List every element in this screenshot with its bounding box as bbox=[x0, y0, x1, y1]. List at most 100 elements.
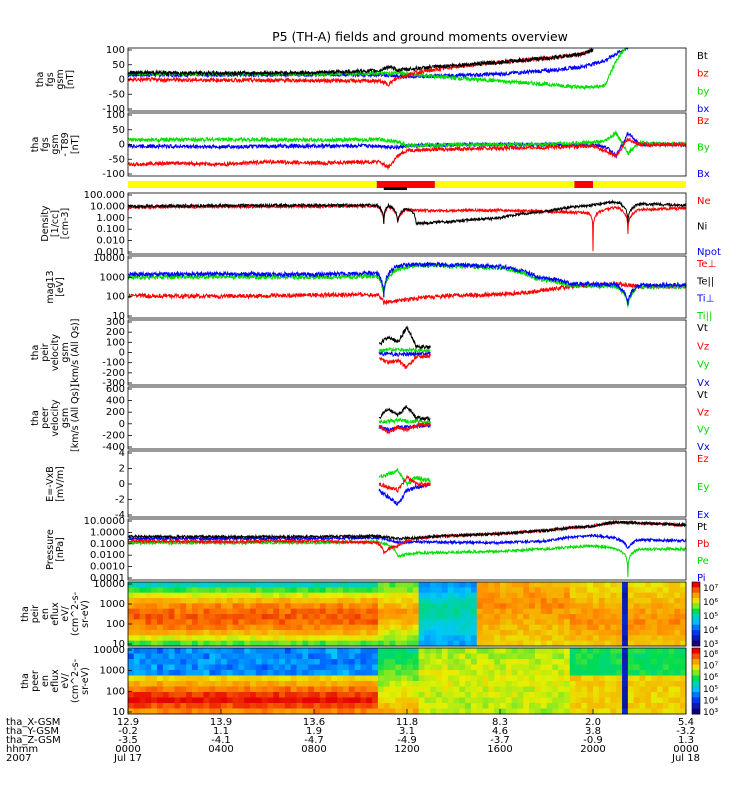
spectrogram-cell bbox=[424, 582, 431, 588]
spectrogram-cell bbox=[534, 708, 542, 715]
spectrogram-cell bbox=[534, 681, 542, 687]
spectrogram-cell bbox=[511, 587, 518, 594]
spectrogram-cell bbox=[139, 603, 146, 610]
spectrogram-cell bbox=[482, 697, 489, 704]
spectrogram-cell bbox=[505, 675, 513, 682]
spectrogram-cell bbox=[191, 675, 199, 682]
spectrogram-cell bbox=[668, 603, 675, 610]
spectrogram-cell bbox=[552, 703, 559, 709]
spectrogram-cell bbox=[255, 692, 263, 698]
spectrogram-cell bbox=[197, 675, 205, 682]
spectrogram-cell bbox=[337, 670, 344, 676]
spectrogram-cell bbox=[668, 686, 675, 693]
spectrogram-cell bbox=[221, 640, 228, 647]
spectrogram-cell bbox=[587, 648, 594, 654]
spectrogram-cell bbox=[459, 686, 466, 693]
spectrogram-cell bbox=[395, 587, 402, 594]
spectrogram-cell bbox=[221, 587, 228, 594]
spectrogram-cell bbox=[558, 692, 565, 698]
spectrogram-cell bbox=[505, 648, 513, 654]
spectrogram-cell bbox=[494, 648, 501, 654]
spectrogram-cell bbox=[383, 659, 391, 665]
spectrogram-cell bbox=[157, 582, 164, 588]
spectrogram-cell bbox=[168, 624, 175, 631]
spectrogram-cell bbox=[494, 587, 501, 594]
spectrogram-cell bbox=[552, 630, 559, 636]
spectrogram-cell bbox=[418, 592, 425, 599]
spectrogram-cell bbox=[453, 659, 460, 665]
spectrogram-cell bbox=[337, 614, 344, 620]
spectrogram-cell bbox=[517, 692, 524, 698]
spectrogram-cell bbox=[476, 664, 484, 671]
spectrogram-cell bbox=[436, 686, 443, 693]
spectrogram-cell bbox=[581, 703, 588, 709]
spectrogram-cell bbox=[627, 598, 635, 604]
spectrogram-cell bbox=[604, 648, 611, 654]
spectrogram-cell bbox=[476, 592, 484, 599]
spectrogram-cell bbox=[151, 692, 158, 698]
spectrogram-cell bbox=[552, 686, 559, 693]
spectrogram-cell bbox=[186, 648, 193, 654]
spectrogram-cell bbox=[500, 664, 507, 671]
spectrogram-cell bbox=[337, 640, 344, 647]
spectrogram-cell bbox=[319, 659, 327, 665]
spectrogram-cell bbox=[511, 664, 518, 671]
spectrogram-cell bbox=[162, 670, 170, 676]
spectrogram-cell bbox=[412, 708, 420, 715]
spectrogram-cell bbox=[587, 635, 594, 642]
time-tick-label: 1600 bbox=[487, 744, 512, 755]
spectrogram-cell bbox=[529, 670, 536, 676]
series-line-Vt bbox=[378, 404, 431, 422]
spectrogram-cell bbox=[645, 670, 652, 676]
spectrogram-cell bbox=[668, 664, 675, 671]
spectrogram-cell bbox=[319, 624, 327, 631]
y-tick-label: 10000 bbox=[93, 579, 125, 590]
spectrogram-cell bbox=[157, 692, 164, 698]
spectrogram-cell bbox=[226, 708, 234, 715]
spectrogram-cell bbox=[616, 640, 623, 647]
spectrogram-cell bbox=[180, 659, 187, 665]
y-axis-label: mag13 bbox=[45, 270, 56, 303]
spectrogram-cell bbox=[145, 608, 152, 615]
spectrogram-cell bbox=[145, 659, 152, 665]
spectrogram-cell bbox=[162, 640, 170, 647]
spectrogram-cell bbox=[662, 703, 670, 709]
spectrogram-cell bbox=[459, 670, 466, 676]
ephemeris-value: -0.2 bbox=[118, 726, 138, 737]
spectrogram-cell bbox=[308, 630, 315, 636]
spectrogram-cell bbox=[558, 648, 565, 654]
mode-bar-segment bbox=[434, 181, 575, 188]
spectrogram-cell bbox=[488, 659, 495, 665]
spectrogram-cell bbox=[639, 603, 646, 610]
spectrogram-cell bbox=[395, 708, 402, 715]
spectrogram-cell bbox=[366, 608, 373, 615]
spectrogram-cell bbox=[593, 598, 600, 604]
spectrogram-cell bbox=[250, 659, 257, 665]
spectrogram-cell bbox=[581, 708, 588, 715]
spectrogram-cell bbox=[639, 635, 646, 642]
spectrogram-cell bbox=[354, 670, 361, 676]
spectrogram-cell bbox=[273, 675, 280, 682]
spectrogram-cell bbox=[203, 675, 210, 682]
spectrogram-cell bbox=[581, 582, 588, 588]
spectrogram-cell bbox=[546, 592, 553, 599]
spectrogram-cell bbox=[284, 648, 292, 654]
spectrogram-cell bbox=[319, 582, 327, 588]
spectrogram-cell bbox=[511, 659, 518, 665]
spectrogram-cell bbox=[407, 708, 414, 715]
spectrogram-cell bbox=[302, 635, 309, 642]
y-tick-label: 1000 bbox=[100, 599, 125, 610]
spectrogram-cell bbox=[255, 603, 263, 610]
spectrogram-cell bbox=[250, 703, 257, 709]
spectrogram-cell bbox=[430, 608, 437, 615]
spectrogram-cell bbox=[494, 703, 501, 709]
spectrogram-cell bbox=[575, 582, 582, 588]
spectrogram-cell bbox=[523, 708, 530, 715]
spectrogram-cell bbox=[133, 603, 141, 610]
spectrogram-cell bbox=[459, 619, 466, 626]
spectrogram-cell bbox=[610, 614, 617, 620]
spectrogram-cell bbox=[680, 697, 687, 704]
spectrogram-cell bbox=[314, 708, 321, 715]
spectrogram-cell bbox=[587, 686, 594, 693]
spectrogram-cell bbox=[128, 614, 135, 620]
